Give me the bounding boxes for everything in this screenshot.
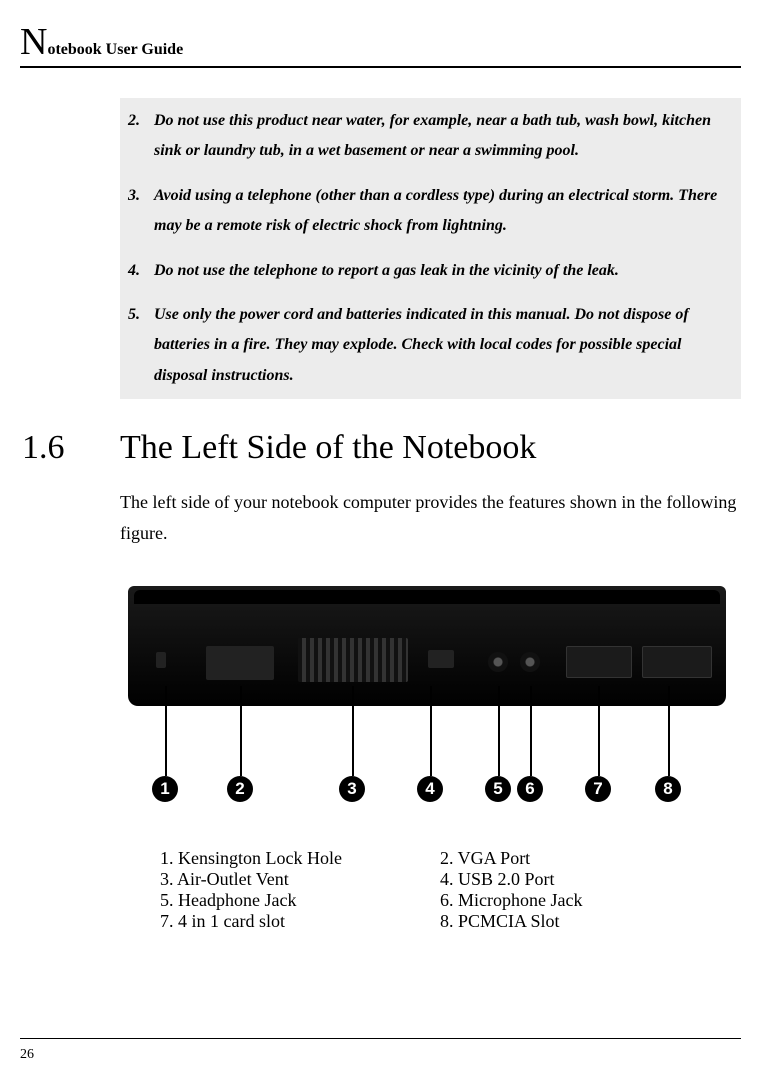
warning-text: Use only the power cord and batteries in… [154,300,731,391]
warning-number: 5. [120,300,154,391]
warning-item: 5.Use only the power cord and batteries … [120,300,731,391]
laptop-body [128,586,726,706]
warning-item: 3.Avoid using a telephone (other than a … [120,181,731,242]
figure-legend: 1. Kensington Lock Hole2. VGA Port3. Air… [160,848,741,932]
laptop-lid [134,590,720,604]
callout-line [530,686,532,776]
legend-cell: 8. PCMCIA Slot [440,911,741,932]
callout-number: 6 [517,776,543,802]
callout-number: 8 [655,776,681,802]
legend-cell: 2. VGA Port [440,848,741,869]
callout-line [352,686,354,776]
legend-cell: 3. Air-Outlet Vent [160,869,440,890]
callout-line [498,686,500,776]
callout-line [668,686,670,776]
legend-cell: 6. Microphone Jack [440,890,741,911]
usb-port [428,650,454,668]
section-title: The Left Side of the Notebook [120,429,536,467]
legend-cell: 4. USB 2.0 Port [440,869,741,890]
page-header: Notebook User Guide [20,20,741,68]
warning-item: 4.Do not use the telephone to report a g… [120,256,731,286]
page-number: 26 [20,1047,34,1063]
kensington-lock [156,652,166,668]
callout-number: 4 [417,776,443,802]
warning-text: Do not use the telephone to report a gas… [154,256,731,286]
header-rule [20,66,741,68]
callout-number: 3 [339,776,365,802]
header-rest: otebook User Guide [47,41,183,58]
footer-rule [20,1038,741,1039]
callout-number: 7 [585,776,611,802]
section-body: The left side of your notebook computer … [120,487,741,548]
warning-text: Avoid using a telephone (other than a co… [154,181,731,242]
header-initial: N [20,20,47,64]
warning-number: 4. [120,256,154,286]
warnings-block: 2.Do not use this product near water, fo… [120,98,741,399]
legend-row: 1. Kensington Lock Hole2. VGA Port [160,848,741,869]
callout-line [240,686,242,776]
legend-row: 3. Air-Outlet Vent4. USB 2.0 Port [160,869,741,890]
callout-number: 2 [227,776,253,802]
warning-number: 2. [120,106,154,167]
callout-number: 1 [152,776,178,802]
warning-number: 3. [120,181,154,242]
mic-jack [520,652,540,672]
air-vent [298,638,408,682]
legend-cell: 1. Kensington Lock Hole [160,848,440,869]
section-heading: 1.6 The Left Side of the Notebook [20,429,741,467]
legend-cell: 5. Headphone Jack [160,890,440,911]
legend-row: 5. Headphone Jack6. Microphone Jack [160,890,741,911]
legend-row: 7. 4 in 1 card slot8. PCMCIA Slot [160,911,741,932]
vga-port [206,646,274,680]
section-number: 1.6 [20,429,120,467]
left-side-figure: 1 2 3 4 56 7 8 [120,576,734,824]
callout-line [598,686,600,776]
legend-cell: 7. 4 in 1 card slot [160,911,440,932]
warning-text: Do not use this product near water, for … [154,106,731,167]
warning-item: 2.Do not use this product near water, fo… [120,106,731,167]
callout-number: 5 [485,776,511,802]
card-slot [566,646,632,678]
callout-line [430,686,432,776]
pcmcia-slot [642,646,712,678]
headphone-jack [488,652,508,672]
callout-line [165,686,167,776]
